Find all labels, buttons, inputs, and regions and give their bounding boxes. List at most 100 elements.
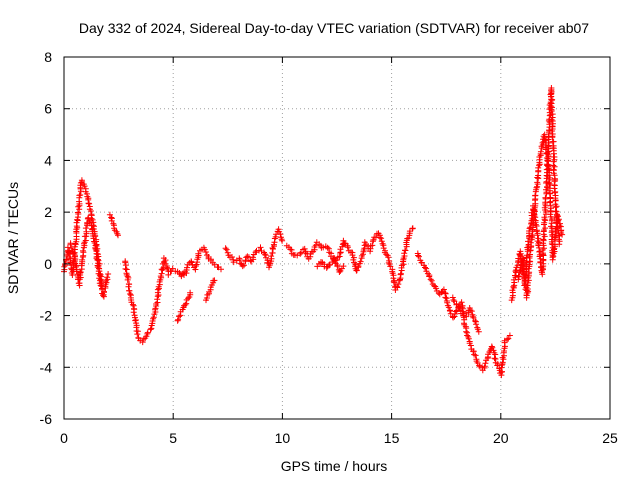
- data-point: [223, 246, 230, 253]
- data-point: [520, 265, 527, 272]
- data-point: [187, 289, 194, 296]
- data-point: [154, 296, 161, 303]
- data-point: [211, 277, 218, 284]
- data-point: [548, 208, 554, 215]
- y-tick-label: -2: [40, 308, 53, 324]
- data-point: [175, 316, 182, 323]
- data-point: [463, 328, 470, 335]
- data-point: [241, 262, 247, 269]
- data-point: [538, 143, 545, 150]
- data-points: [61, 85, 566, 379]
- data-point: [195, 250, 202, 257]
- data-point: [277, 231, 284, 238]
- data-point: [452, 308, 459, 315]
- data-point: [378, 235, 385, 242]
- data-point: [537, 148, 544, 155]
- data-point: [67, 241, 74, 248]
- data-point: [395, 281, 402, 288]
- data-point: [94, 264, 101, 271]
- data-point: [470, 314, 477, 321]
- data-point: [150, 314, 157, 321]
- data-point: [415, 252, 422, 259]
- data-point: [472, 352, 479, 359]
- data-point: [115, 232, 121, 239]
- data-point: [450, 297, 457, 303]
- data-point: [312, 242, 319, 249]
- data-point: [542, 225, 549, 232]
- data-point: [122, 265, 129, 272]
- data-point: [552, 234, 559, 241]
- data-point: [103, 277, 110, 284]
- data-point: [70, 250, 77, 257]
- data-point: [79, 256, 86, 263]
- data-point: [556, 223, 563, 229]
- data-point: [80, 247, 86, 254]
- data-point: [515, 273, 522, 280]
- data-point: [130, 309, 137, 316]
- data-point: [385, 259, 392, 266]
- data-point: [543, 155, 550, 161]
- data-point: [551, 234, 558, 241]
- data-point: [182, 301, 189, 308]
- data-point: [185, 295, 192, 302]
- data-point: [498, 362, 505, 369]
- data-point: [549, 138, 556, 145]
- data-point: [252, 249, 259, 256]
- data-point: [340, 263, 347, 270]
- data-point: [538, 269, 545, 276]
- data-point: [415, 253, 422, 260]
- data-point: [380, 245, 387, 252]
- data-point: [548, 108, 555, 114]
- data-point: [533, 184, 540, 191]
- data-point: [77, 270, 84, 276]
- data-point: [202, 249, 209, 255]
- data-point: [134, 328, 141, 335]
- data-point: [409, 225, 416, 232]
- data-point: [94, 256, 101, 263]
- data-point: [178, 271, 185, 278]
- data-point: [106, 211, 113, 218]
- data-point: [105, 271, 112, 277]
- data-point: [468, 308, 475, 315]
- y-tick-label: 8: [44, 49, 52, 65]
- data-point: [541, 136, 548, 143]
- data-point: [154, 286, 161, 293]
- data-point: [555, 216, 562, 223]
- data-point: [108, 214, 115, 221]
- y-tick-label: 6: [44, 101, 52, 117]
- data-point: [450, 314, 457, 321]
- y-tick-label: -4: [40, 359, 53, 375]
- x-tick-label: 20: [493, 430, 509, 446]
- data-point: [261, 251, 268, 258]
- data-point: [230, 259, 237, 266]
- data-point: [350, 256, 357, 263]
- data-point: [336, 269, 343, 275]
- data-point: [134, 331, 141, 338]
- data-point: [268, 253, 275, 260]
- data-point: [542, 146, 549, 153]
- data-point: [505, 335, 512, 342]
- data-point: [549, 256, 556, 263]
- data-point: [444, 299, 451, 306]
- data-point: [101, 288, 107, 295]
- data-point: [165, 271, 172, 278]
- data-point: [184, 264, 190, 271]
- data-point: [77, 269, 84, 276]
- x-tick-label: 15: [384, 430, 400, 446]
- data-point: [81, 183, 88, 190]
- data-point: [463, 313, 470, 320]
- data-point: [385, 254, 392, 261]
- data-point: [506, 332, 513, 339]
- y-tick-label: 4: [44, 152, 52, 168]
- x-tick-label: 5: [169, 430, 177, 446]
- data-point: [353, 267, 360, 274]
- data-point: [169, 265, 176, 272]
- data-point: [127, 291, 133, 297]
- data-point: [549, 128, 556, 134]
- data-point: [97, 282, 104, 289]
- data-point: [482, 360, 489, 367]
- data-point: [433, 285, 440, 292]
- data-point: [464, 332, 471, 339]
- data-point: [124, 276, 131, 283]
